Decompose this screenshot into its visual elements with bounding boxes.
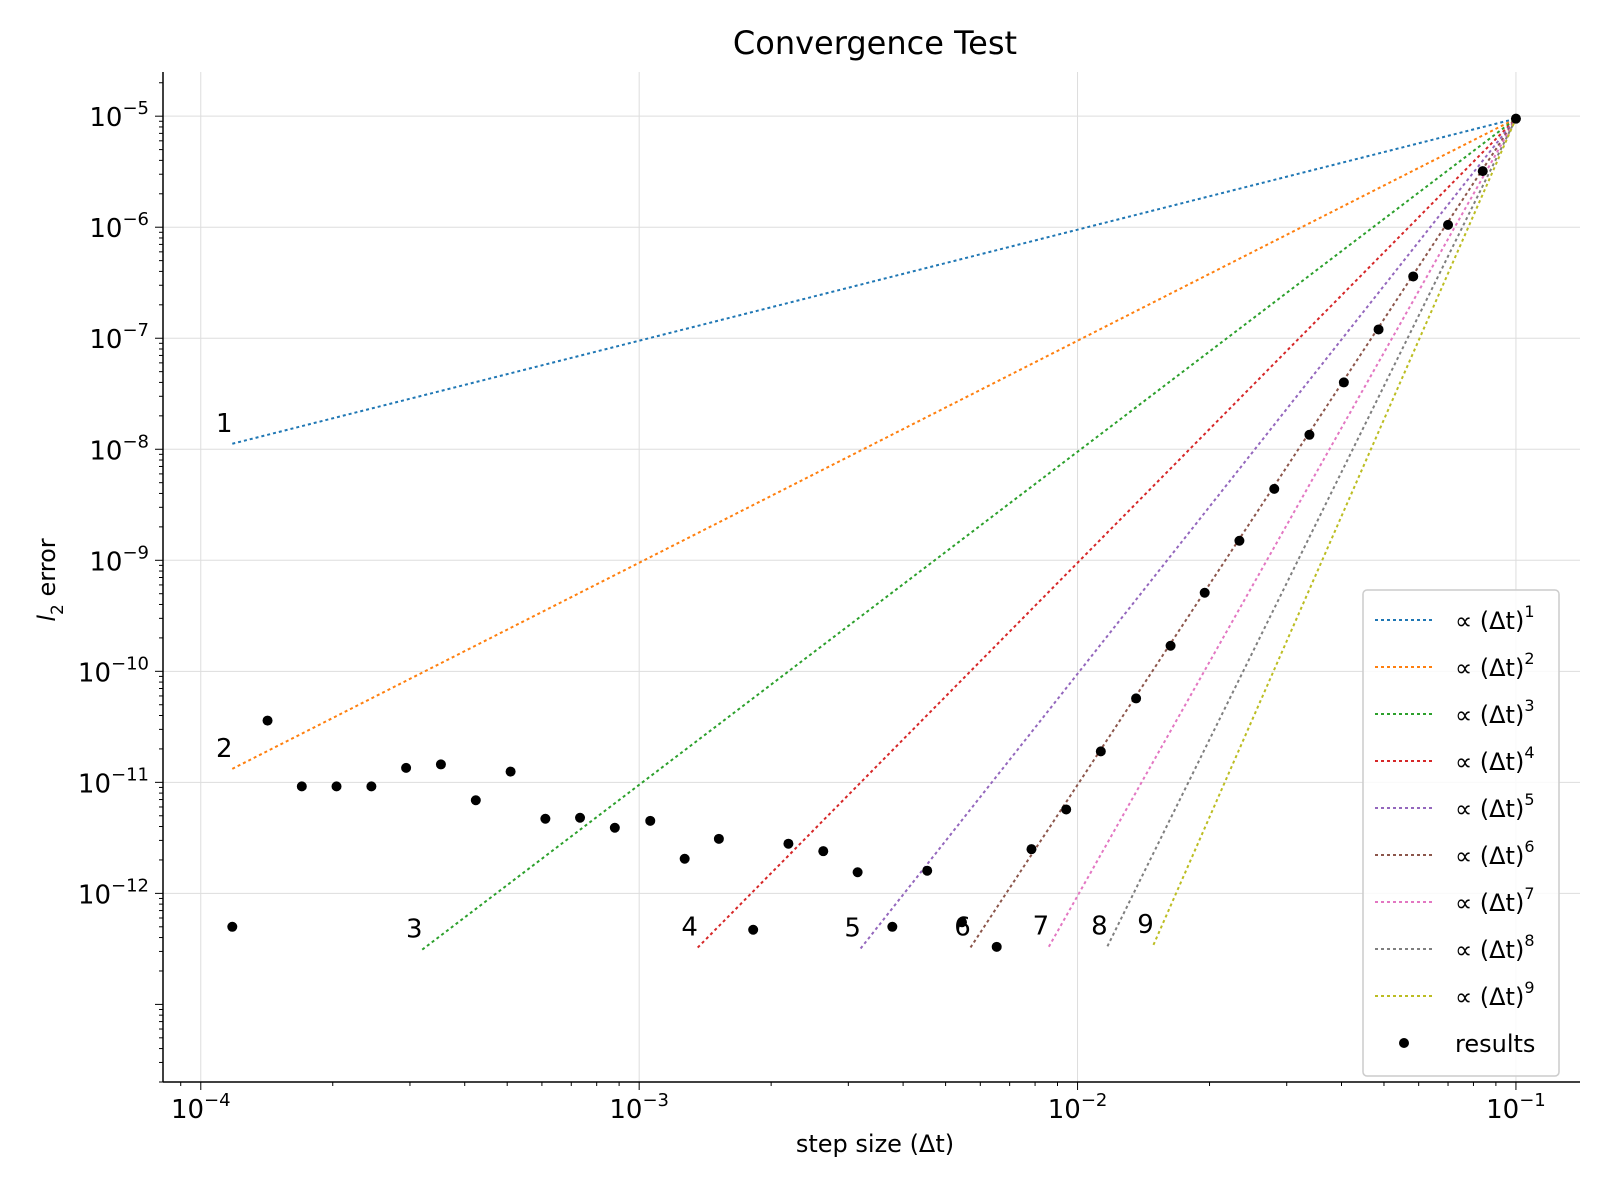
- slope-labels: 1 2 3 4 5 6 7 8 9: [216, 409, 1154, 945]
- slope-label-9: 9: [1137, 910, 1154, 940]
- legend-entry-order-3: ∝ (Δt)3: [1455, 696, 1535, 729]
- legend-entry-order-6: ∝ (Δt)6: [1455, 837, 1535, 870]
- result-point: [1373, 324, 1384, 335]
- result-point: [366, 781, 377, 792]
- y-tick-label: 10−8: [89, 431, 149, 466]
- x-tick-label: 10−3: [609, 1090, 669, 1125]
- reference-line-order-9: [1152, 118, 1517, 946]
- y-tick-label: 10−6: [89, 209, 149, 244]
- y-tick-label: 10−9: [89, 542, 149, 577]
- result-point: [645, 815, 656, 826]
- reference-line-order-3: [421, 117, 1517, 951]
- legend-entry-order-1: ∝ (Δt)1: [1455, 602, 1535, 635]
- result-point: [852, 867, 863, 878]
- reference-line-order-7: [1047, 118, 1517, 948]
- y-axis-label: l2 error: [33, 538, 68, 621]
- chart-title: Convergence Test: [733, 24, 1017, 62]
- slope-label-4: 4: [681, 913, 698, 943]
- slope-label-6: 6: [954, 912, 971, 942]
- legend-entry-order-2: ∝ (Δt)2: [1455, 649, 1535, 682]
- result-point: [922, 865, 933, 876]
- result-point: [748, 924, 759, 935]
- result-point: [575, 812, 586, 823]
- result-point: [887, 921, 898, 932]
- result-point: [1199, 587, 1210, 598]
- y-tick-label: 10−11: [78, 764, 149, 799]
- result-point: [1408, 271, 1419, 282]
- x-tick-label: 10−2: [1048, 1090, 1108, 1125]
- result-point: [1269, 483, 1280, 494]
- reference-line-order-5: [859, 118, 1517, 950]
- legend-box: [1362, 589, 1560, 1077]
- slope-label-1: 1: [216, 409, 233, 439]
- grid: [163, 72, 1580, 1082]
- result-point: [1165, 640, 1176, 651]
- result-point: [1131, 693, 1142, 704]
- result-point: [1443, 219, 1454, 230]
- y-tick-label: 10−7: [89, 320, 149, 355]
- reference-lines: [231, 117, 1517, 951]
- legend-entry-order-4: ∝ (Δt)4: [1455, 743, 1535, 776]
- slope-label-7: 7: [1033, 912, 1050, 942]
- reference-line-order-4: [696, 117, 1517, 949]
- result-point: [1477, 166, 1488, 177]
- result-point: [331, 781, 342, 792]
- legend: ∝ (Δt)1 ∝ (Δt)2 ∝ (Δt)3 ∝ (Δt)4 ∝ (Δt)5 ∝ (Δt…: [1362, 589, 1560, 1077]
- legend-entry-order-5: ∝ (Δt)5: [1455, 790, 1535, 823]
- result-point: [1234, 535, 1245, 546]
- result-point: [1304, 429, 1315, 440]
- y-tick-label: 10−12: [78, 875, 149, 910]
- legend-entry-order-9: ∝ (Δt)9: [1455, 978, 1535, 1011]
- result-point: [1026, 844, 1037, 855]
- x-axis-label: step size (Δt): [796, 1130, 954, 1158]
- result-point: [713, 833, 724, 844]
- result-point: [1095, 746, 1106, 757]
- slope-label-8: 8: [1091, 911, 1108, 941]
- result-point: [540, 813, 551, 824]
- result-point: [991, 941, 1002, 952]
- axes: 10−4 10−3 10−2 10−1 10−12 10−11 10−10 10−9 10−8 1…: [78, 72, 1580, 1125]
- slope-label-5: 5: [844, 913, 861, 943]
- result-point: [609, 822, 620, 833]
- result-point: [1510, 113, 1521, 124]
- legend-entry-order-7: ∝ (Δt)7: [1455, 884, 1535, 917]
- result-point: [435, 759, 446, 770]
- legend-entry-results: results: [1455, 1030, 1535, 1058]
- result-point: [401, 762, 412, 773]
- result-point: [227, 921, 238, 932]
- result-point: [262, 715, 273, 726]
- x-tick-label: 10−1: [1486, 1090, 1546, 1125]
- result-point: [818, 846, 829, 857]
- results-points: [227, 113, 1521, 952]
- result-point: [679, 853, 690, 864]
- result-point: [296, 781, 307, 792]
- result-point: [956, 917, 967, 928]
- result-point: [505, 766, 516, 777]
- y-tick-label: 10−5: [89, 98, 149, 133]
- x-tick-label: 10−4: [171, 1090, 231, 1125]
- result-point: [1338, 377, 1349, 388]
- result-point: [470, 795, 481, 806]
- result-point: [1061, 804, 1072, 815]
- slope-label-2: 2: [216, 734, 233, 764]
- reference-line-order-8: [1106, 118, 1517, 947]
- legend-entry-order-8: ∝ (Δt)8: [1455, 931, 1535, 964]
- slope-label-3: 3: [406, 915, 423, 945]
- y-tick-label: 10−10: [78, 653, 149, 688]
- reference-line-order-1: [232, 117, 1517, 445]
- result-point: [783, 838, 794, 849]
- legend-swatch-results: [1399, 1038, 1409, 1048]
